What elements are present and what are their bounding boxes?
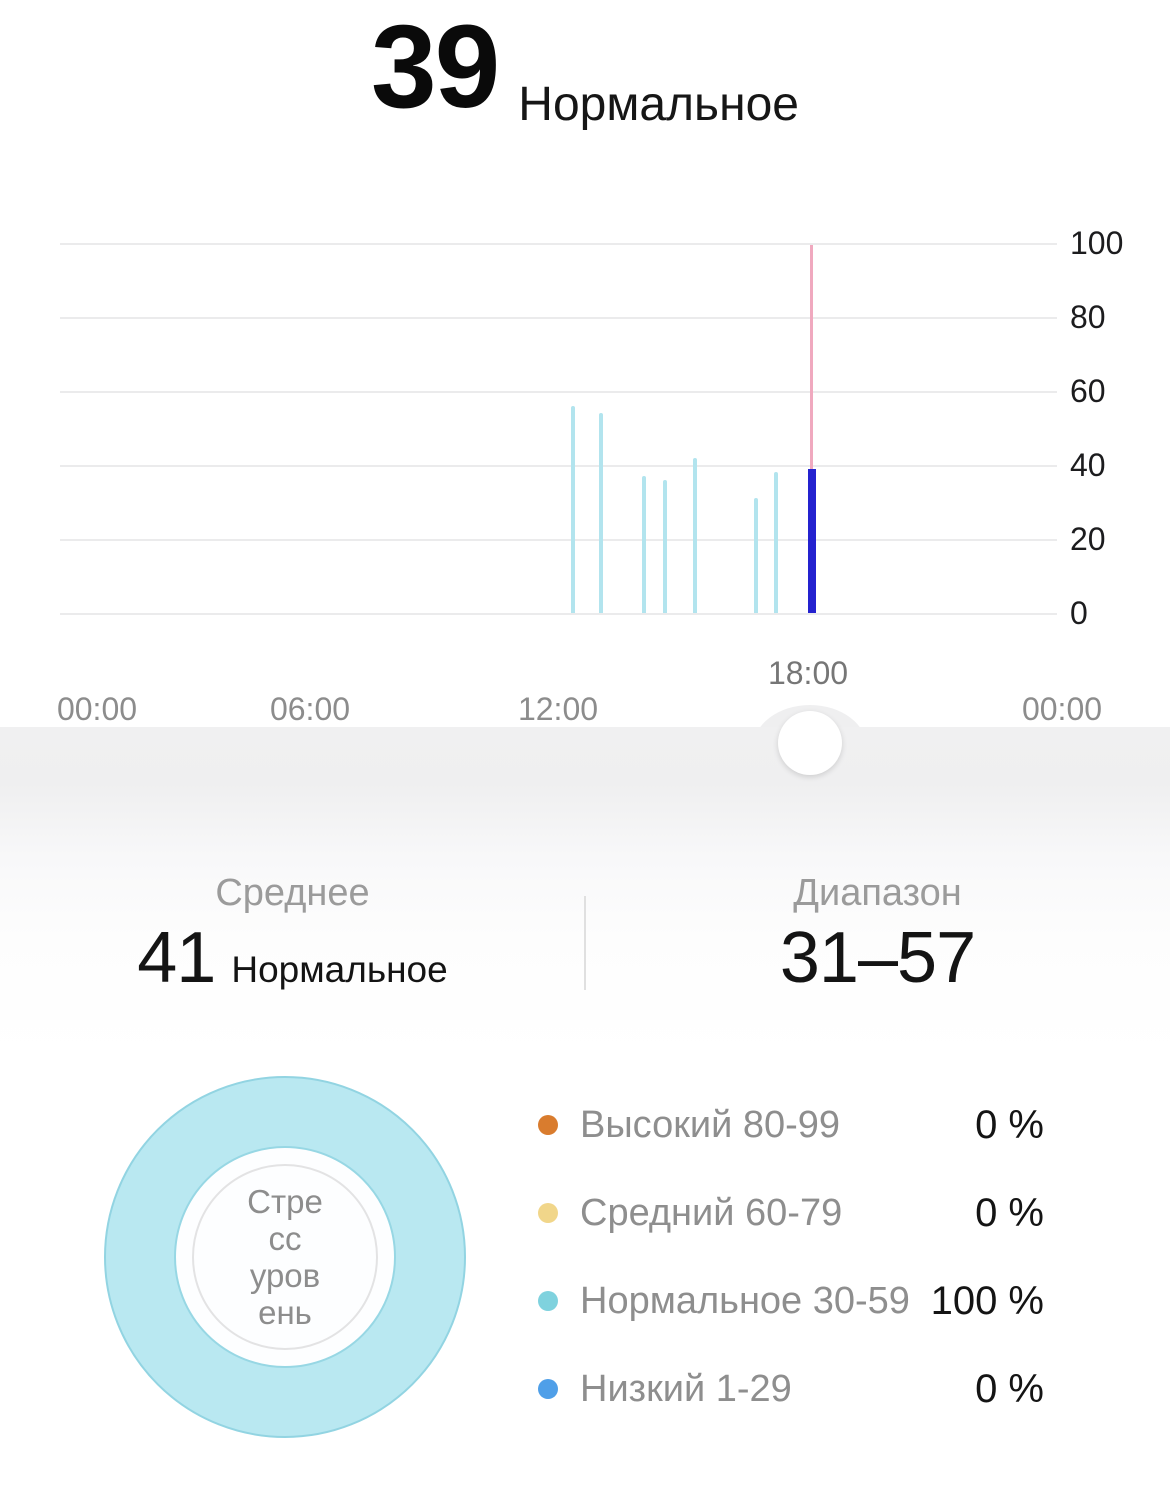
x-axis-tick: 06:00 [269,691,351,727]
y-axis-tick: 40 [1070,447,1106,483]
gridline-20 [60,539,1057,541]
average-value: 41 [137,918,216,998]
y-axis-tick: 20 [1070,521,1106,557]
stress-day-chart[interactable]: 100 80 60 40 20 0 00:00 06:00 12:00 00:0… [0,0,1170,740]
gridline-0 [60,613,1057,615]
gridline-80 [60,317,1057,319]
gridline-60 [60,391,1057,393]
legend-row-normal: Нормальное 30-59 100 % [538,1276,1044,1326]
range-value-group: 31–57 [585,922,1170,994]
y-axis-tick: 0 [1070,595,1088,631]
stress-bar[interactable] [571,406,575,613]
average-status: Нормальное [231,949,448,990]
header: 39 Нормальное [0,1,1170,133]
stress-bar[interactable] [693,458,697,613]
stress-bar[interactable] [599,413,603,613]
medium-dot-icon [538,1203,558,1223]
gridline-100 [60,243,1057,245]
x-axis-tick: 00:00 [1021,691,1103,727]
legend-row-low: Низкий 1-29 0 % [538,1364,1044,1414]
selected-stress-bar[interactable] [808,469,816,613]
legend-row-medium: Средний 60-79 0 % [538,1188,1044,1238]
low-dot-icon [538,1379,558,1399]
x-axis-tick: 12:00 [517,691,599,727]
gridline-40 [60,465,1057,467]
current-stress-status: Нормальное [518,78,799,131]
normal-dot-icon [538,1291,558,1311]
donut-center-label: Стре сс уров ень [192,1164,378,1350]
selected-time-label: 18:00 [767,655,849,691]
selection-indicator-line [810,245,813,469]
average-value-group: 41 Нормальное [0,922,585,994]
y-axis-tick: 100 [1070,225,1124,261]
stress-distribution-donut: Стре сс уров ень [104,1076,466,1438]
current-stress-value: 39 [371,1,500,133]
stress-bar[interactable] [754,498,758,613]
average-label: Среднее [215,872,370,914]
bars-layer [0,0,1170,740]
high-dot-icon [538,1115,558,1135]
stress-bar[interactable] [663,480,667,613]
stats-divider [584,896,586,990]
y-axis-tick: 60 [1070,373,1106,409]
x-axis-tick: 00:00 [56,691,138,727]
legend-row-high: Высокий 80-99 0 % [538,1100,1044,1150]
y-axis-tick: 80 [1070,299,1106,335]
stress-bar[interactable] [774,472,778,613]
stress-bar[interactable] [642,476,646,613]
range-label: Диапазон [793,872,962,914]
range-value: 31–57 [779,918,976,998]
time-slider-handle[interactable] [778,711,842,775]
